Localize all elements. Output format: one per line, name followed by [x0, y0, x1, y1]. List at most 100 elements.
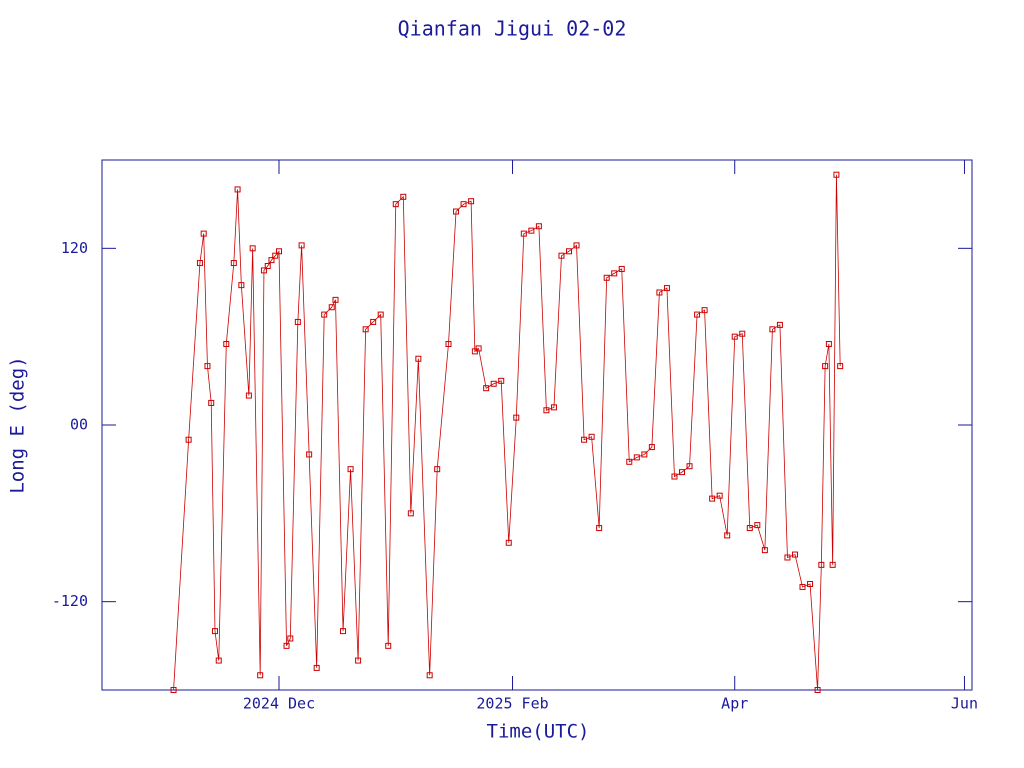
data-point — [558, 252, 565, 259]
data-point — [490, 380, 497, 387]
data-point — [208, 399, 215, 406]
x-tick-label: 2024 Dec — [243, 695, 315, 713]
data-point — [791, 551, 798, 558]
data-point — [520, 230, 527, 237]
data-point — [245, 392, 252, 399]
data-point — [603, 274, 610, 281]
data-point — [400, 193, 407, 200]
data-point — [656, 289, 663, 296]
data-point — [306, 451, 313, 458]
data-point — [528, 227, 535, 234]
x-axis-label: Time(UTC) — [487, 721, 590, 743]
data-point — [460, 201, 467, 208]
data-point — [769, 326, 776, 333]
plot-frame — [101, 159, 973, 691]
data-point — [340, 628, 347, 635]
y-axis-label: Long E (deg) — [7, 356, 29, 493]
data-point — [837, 363, 844, 370]
data-point — [475, 345, 482, 352]
data-point — [671, 473, 678, 480]
data-point — [513, 414, 520, 421]
data-point — [264, 263, 271, 269]
data-point — [321, 311, 328, 318]
data-point — [588, 433, 595, 440]
data-point — [294, 318, 301, 325]
data-point — [185, 436, 192, 443]
data-point — [362, 326, 369, 333]
data-point — [701, 307, 708, 314]
data-point — [679, 469, 685, 476]
data-point — [535, 223, 542, 230]
data-point — [746, 525, 753, 532]
data-point — [611, 270, 618, 277]
x-tick-label: Apr — [721, 695, 748, 713]
data-point — [298, 242, 305, 249]
data-point — [618, 265, 625, 272]
data-point — [822, 363, 829, 370]
data-point — [686, 463, 693, 470]
data-point — [468, 198, 475, 205]
data-point — [234, 186, 241, 193]
data-point — [825, 341, 832, 348]
data-point — [230, 260, 237, 267]
data-point — [483, 385, 490, 392]
data-point — [550, 404, 557, 411]
data-point — [328, 304, 335, 311]
data-point — [776, 321, 783, 328]
data-point — [370, 318, 377, 325]
data-point — [581, 436, 588, 443]
data-point — [434, 466, 441, 473]
data-point — [215, 657, 222, 664]
data-point — [385, 642, 392, 649]
y-tick-label: -120 — [52, 592, 88, 610]
data-point — [818, 561, 825, 568]
data-point — [211, 628, 218, 635]
data-point — [426, 672, 433, 679]
data-point — [641, 451, 648, 458]
data-point — [260, 267, 267, 274]
data-point — [709, 495, 716, 502]
data-point — [332, 296, 339, 303]
data-point — [663, 285, 670, 292]
data-point — [415, 355, 422, 362]
data-point — [626, 458, 633, 465]
data-point — [272, 252, 279, 259]
data-point — [731, 333, 738, 340]
data-point — [833, 171, 840, 178]
data-point — [276, 248, 283, 255]
data-point — [283, 642, 290, 649]
x-tick-label: 2025 Feb — [476, 695, 548, 713]
data-point — [543, 407, 550, 414]
data-point — [596, 525, 603, 532]
data-point — [392, 201, 399, 208]
data-line — [173, 174, 841, 691]
data-point — [498, 377, 505, 384]
data-point — [238, 282, 245, 289]
data-point — [313, 664, 320, 671]
data-point — [814, 687, 821, 693]
y-tick-label: 00 — [70, 416, 88, 434]
data-point — [505, 539, 512, 546]
data-point — [287, 635, 294, 642]
data-point — [648, 444, 655, 451]
data-point — [453, 208, 460, 215]
data-point — [355, 657, 362, 664]
data-point — [799, 583, 806, 590]
data-point — [829, 561, 836, 568]
y-tick-label: 120 — [61, 239, 88, 257]
data-point — [784, 554, 791, 561]
chart-title: Qianfan Jigui 02-02 — [398, 17, 627, 41]
data-point — [716, 492, 723, 499]
data-point — [257, 672, 264, 679]
data-point — [407, 510, 414, 517]
data-point — [268, 257, 275, 264]
data-point — [724, 532, 731, 539]
data-point — [566, 248, 573, 255]
data-point — [170, 687, 177, 693]
data-point — [196, 260, 203, 267]
data-point — [204, 363, 211, 370]
data-point — [633, 454, 640, 461]
data-point — [445, 341, 452, 348]
data-point — [223, 341, 230, 348]
